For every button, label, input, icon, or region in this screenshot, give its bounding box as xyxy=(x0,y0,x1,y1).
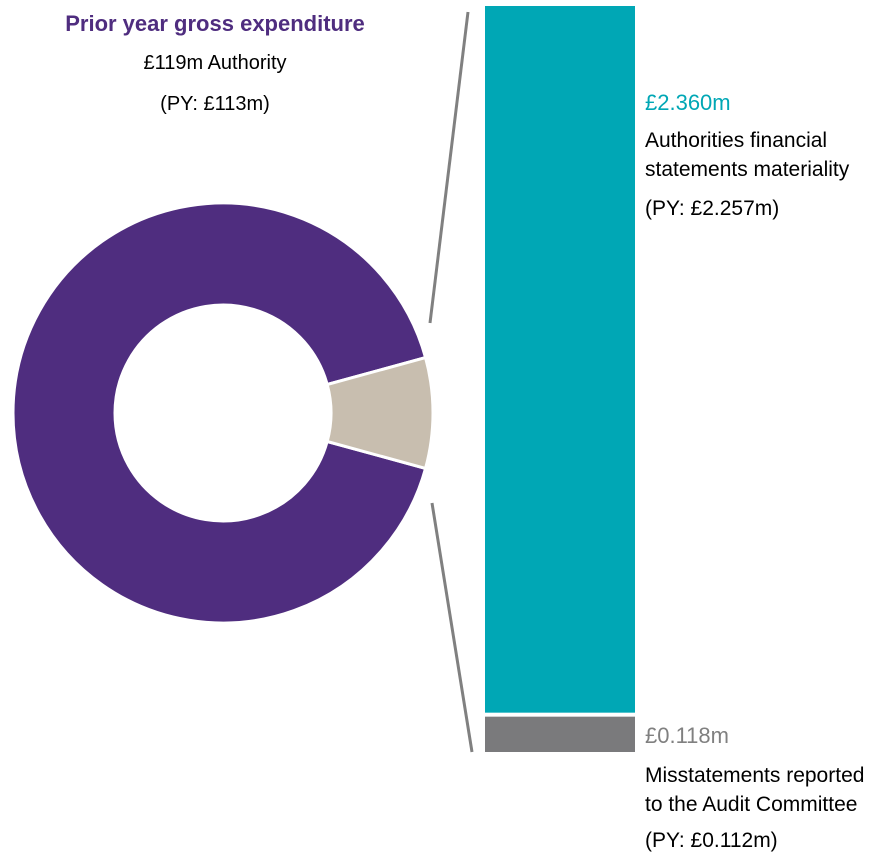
bar-segment-materiality xyxy=(485,6,635,713)
donut-title: Prior year gross expenditure xyxy=(65,11,365,36)
materiality-prior-year: (PY: £2.257m) xyxy=(645,197,780,220)
donut-prior-year: (PY: £113m) xyxy=(160,93,270,115)
materiality-value: £2.360m xyxy=(645,90,731,115)
materiality-label-line1: Authorities financial xyxy=(645,129,828,152)
connector-line-top xyxy=(428,11,470,324)
materiality-label-line2: statements materiality xyxy=(645,158,850,181)
connector-line-bottom xyxy=(430,502,474,753)
misstatements-label-line1: Misstatements reported xyxy=(645,764,865,787)
misstatements-label-line2: to the Audit Committee xyxy=(645,793,858,816)
donut-chart xyxy=(11,201,435,625)
bar-segment-misstatements xyxy=(485,716,635,752)
misstatements-prior-year: (PY: £0.112m) xyxy=(645,829,778,852)
donut-slice-beige xyxy=(325,355,435,471)
stacked-bar xyxy=(485,6,635,752)
misstatements-value: £0.118m xyxy=(645,723,729,748)
donut-subtitle: £119m Authority xyxy=(143,52,287,74)
donut-slice-purple xyxy=(11,201,428,625)
